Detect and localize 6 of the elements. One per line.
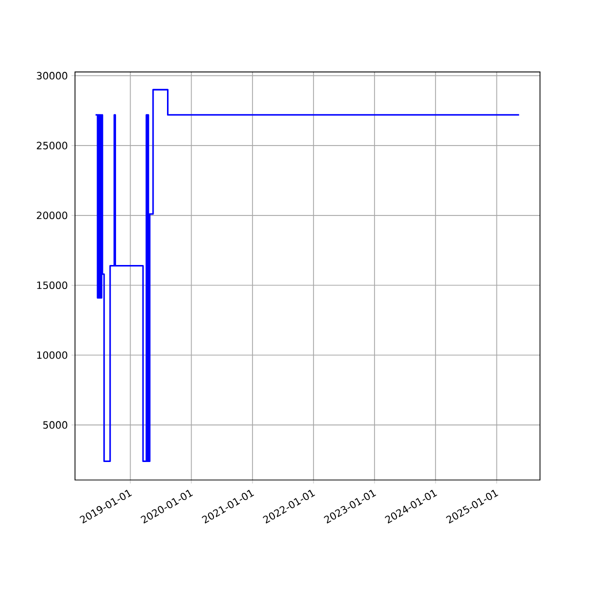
y-tick-label: 20000 xyxy=(36,212,68,220)
y-tick-label: 10000 xyxy=(37,351,68,359)
y-tick-label: 25000 xyxy=(36,142,68,150)
y-tick-label: 15000 xyxy=(37,281,68,290)
y-tick-label: 5000 xyxy=(43,421,68,429)
y-tick-label: 30000 xyxy=(36,72,68,80)
